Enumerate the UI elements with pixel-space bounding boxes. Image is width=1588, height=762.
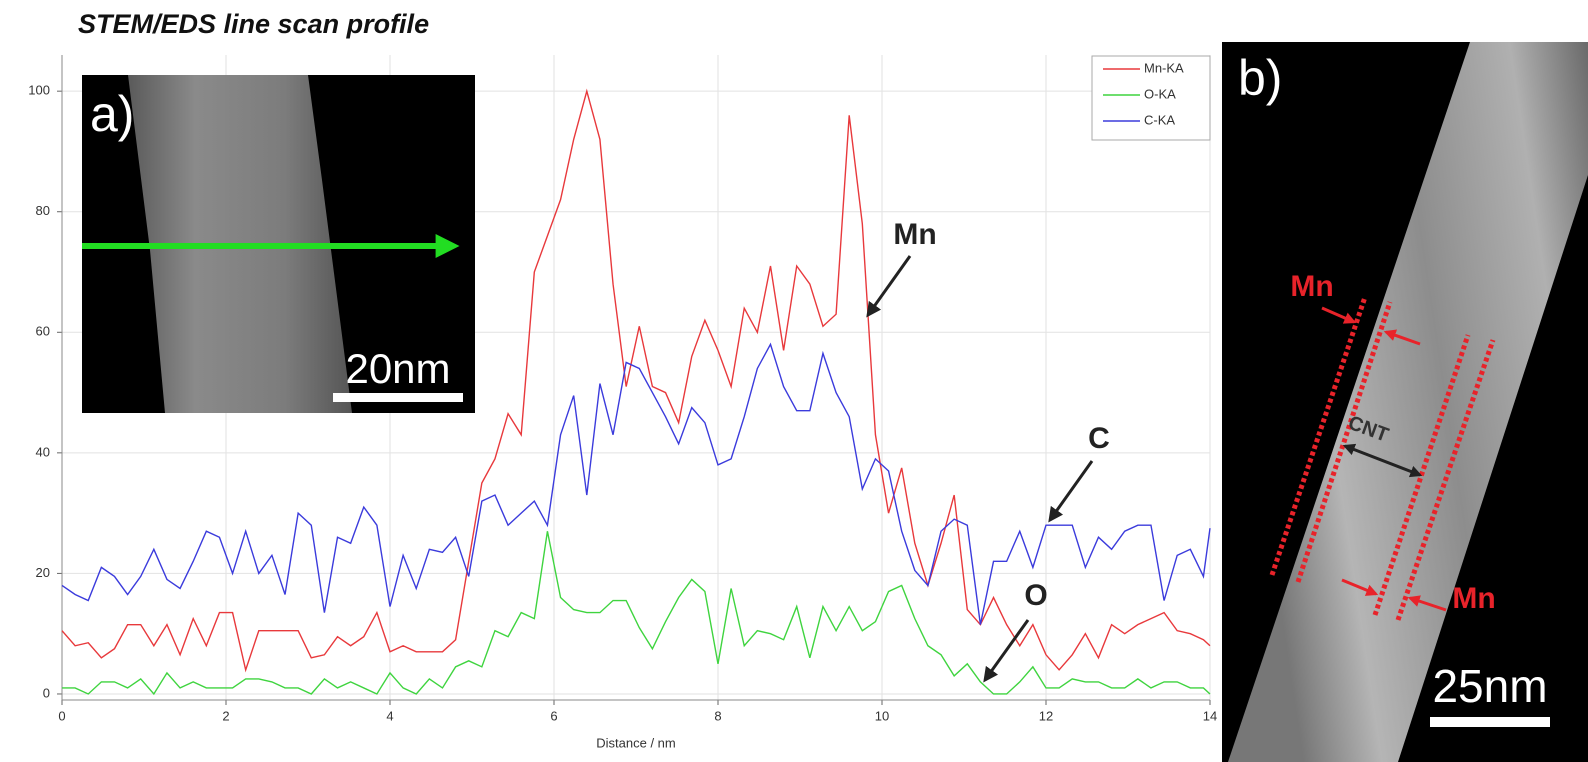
scale-bar-label: 20nm bbox=[345, 345, 450, 392]
x-tick-label: 4 bbox=[386, 708, 393, 723]
inset-image-a: a) 20nm bbox=[82, 75, 475, 413]
x-tick-label: 6 bbox=[550, 708, 557, 723]
annotation: O bbox=[1024, 579, 1047, 612]
legend-label: O-KA bbox=[1144, 86, 1176, 101]
y-tick-label: 40 bbox=[36, 444, 50, 459]
y-tick-label: 20 bbox=[36, 565, 50, 580]
x-tick-label: 12 bbox=[1039, 708, 1053, 723]
scale-bar-label: 25nm bbox=[1432, 660, 1547, 712]
annotation: C bbox=[1088, 422, 1110, 455]
x-tick-label: 0 bbox=[58, 708, 65, 723]
x-tick-label: 8 bbox=[714, 708, 721, 723]
x-tick-label: 14 bbox=[1203, 708, 1217, 723]
legend-label: C-KA bbox=[1144, 112, 1175, 127]
y-tick-label: 80 bbox=[36, 203, 50, 218]
chart-title: STEM/EDS line scan profile bbox=[78, 9, 429, 39]
x-tick-label: 10 bbox=[875, 708, 889, 723]
panel-label: b) bbox=[1238, 50, 1282, 106]
figure: STEM/EDS line scan profile 0 20 40 60 80 100 0… bbox=[0, 0, 1588, 762]
image-b: CNT Mn Mn b) 25nm bbox=[1222, 42, 1588, 762]
y-tick-label: 100 bbox=[28, 83, 50, 98]
x-tick-label: 2 bbox=[222, 708, 229, 723]
mn-label: Mn bbox=[1452, 582, 1495, 615]
legend-label: Mn-KA bbox=[1144, 60, 1184, 75]
y-tick-label: 60 bbox=[36, 324, 50, 339]
annotation: Mn bbox=[893, 218, 936, 251]
panel-label: a) bbox=[90, 86, 134, 142]
scale-bar bbox=[1430, 717, 1550, 727]
scale-bar bbox=[333, 393, 463, 402]
mn-label: Mn bbox=[1290, 270, 1333, 303]
x-axis-label: Distance / nm bbox=[596, 735, 675, 750]
y-tick-label: 0 bbox=[43, 685, 50, 700]
